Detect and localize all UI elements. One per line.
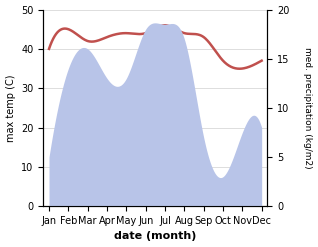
X-axis label: date (month): date (month): [114, 231, 197, 242]
Y-axis label: med. precipitation (kg/m2): med. precipitation (kg/m2): [303, 47, 313, 169]
Y-axis label: max temp (C): max temp (C): [5, 74, 16, 142]
